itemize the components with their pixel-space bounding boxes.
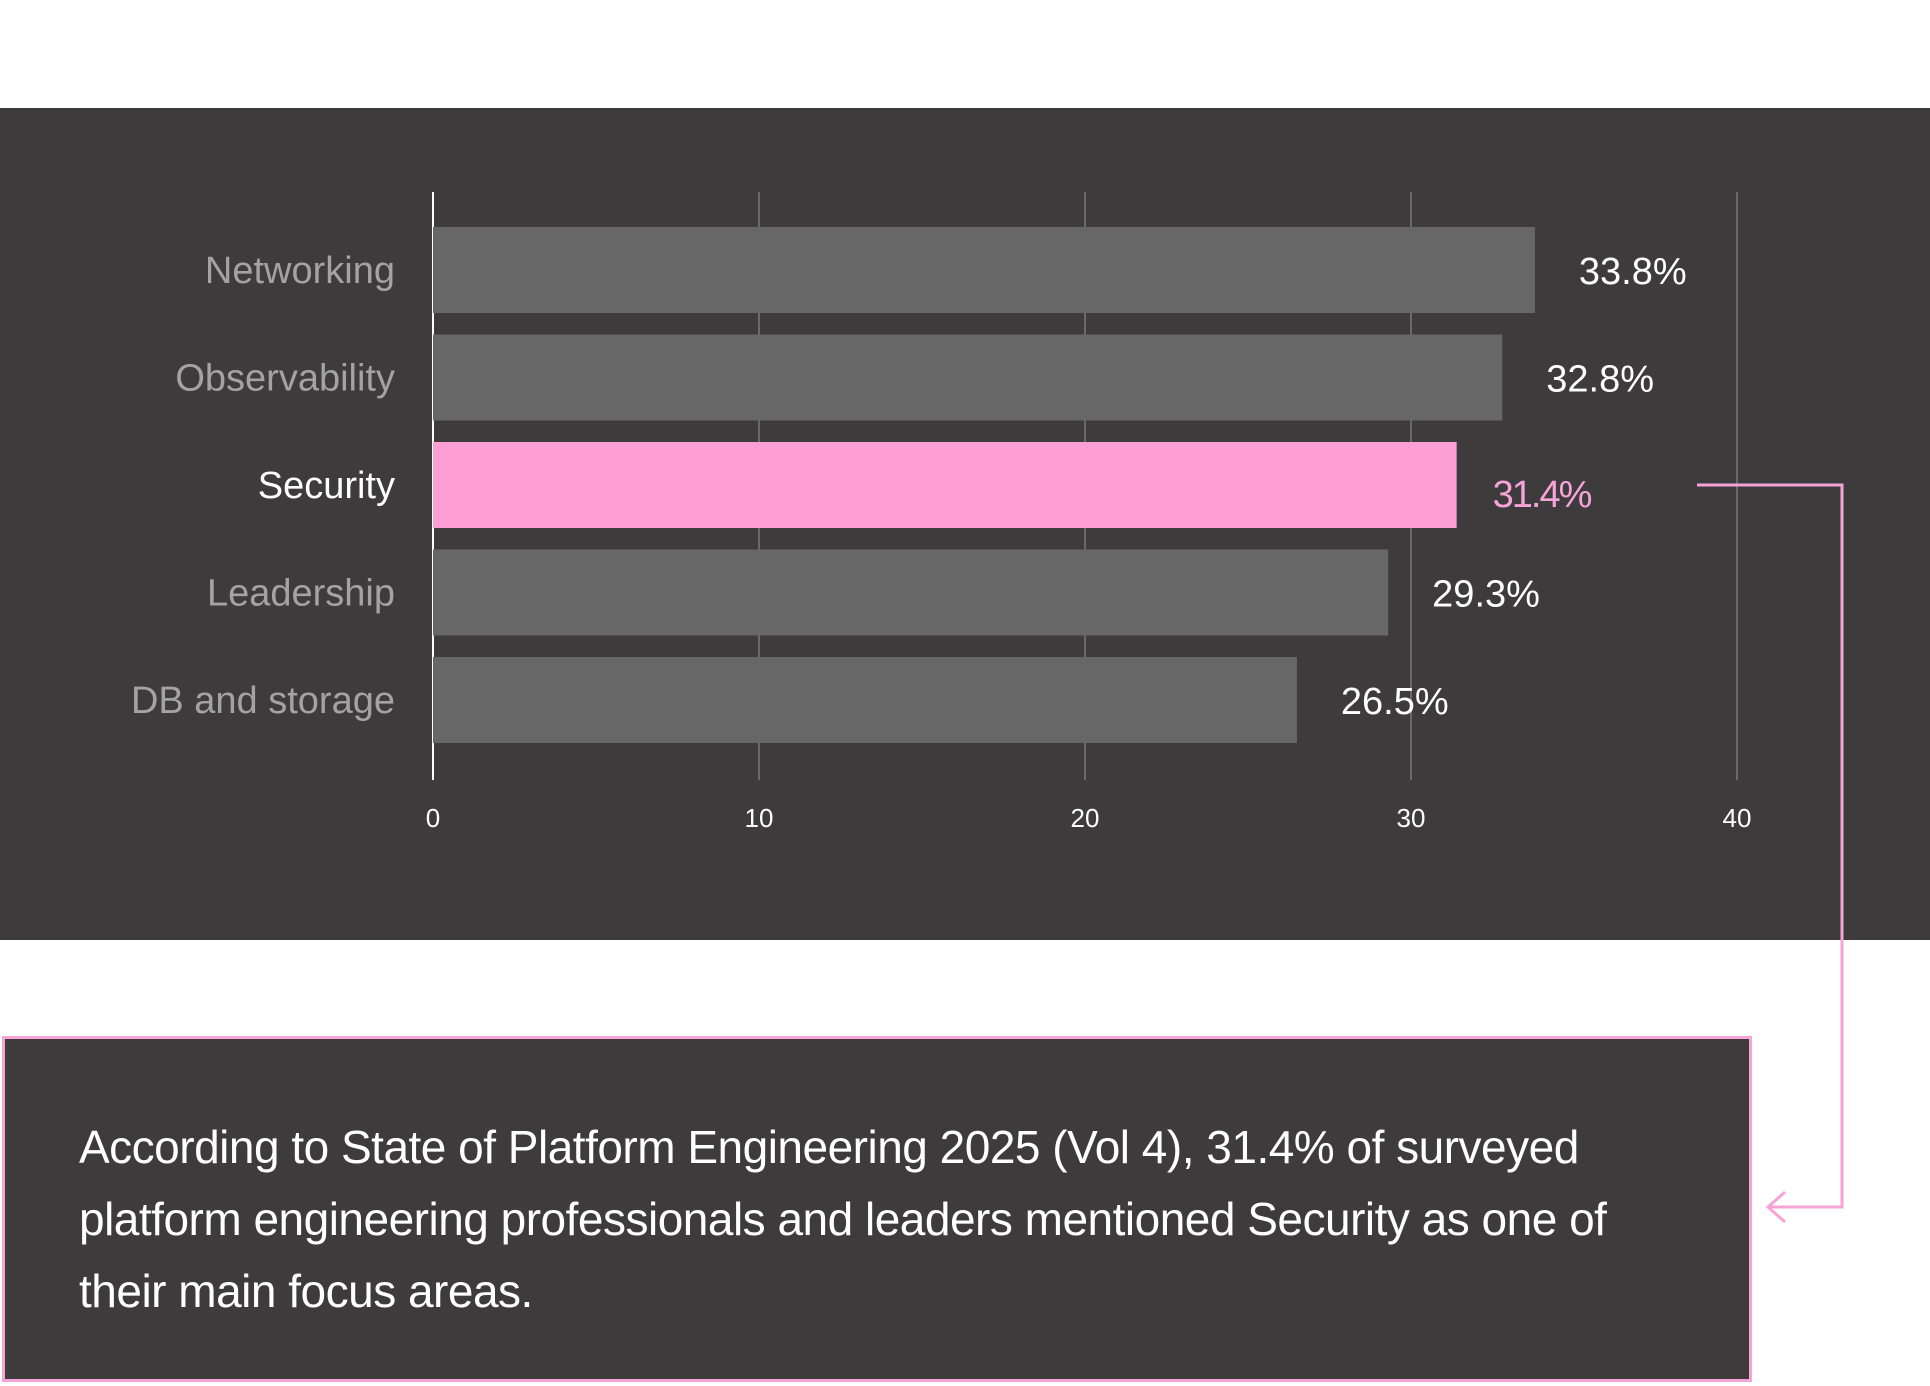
value-label-networking: 33.8% (1579, 251, 1687, 293)
x-tick-label-40: 40 (1723, 803, 1752, 833)
bar-observability (433, 334, 1503, 421)
value-label-leadership: 29.3% (1432, 574, 1540, 616)
callout-connector-line (1697, 483, 1844, 1209)
callout-connector (1697, 483, 1844, 1224)
category-labels: Networking Observability Security Leadershi… (131, 250, 395, 722)
value-label-security: 31.4% (1493, 474, 1592, 516)
bar-networking (433, 227, 1535, 313)
category-label-security: Security (258, 465, 395, 507)
x-tick-label-10: 10 (745, 803, 774, 833)
bars (433, 227, 1535, 743)
bar-leadership (433, 549, 1389, 636)
value-label-observability: 32.8% (1546, 359, 1654, 401)
bar-security (433, 442, 1457, 528)
x-tick-label-30: 30 (1397, 803, 1426, 833)
bar-db-and-storage (433, 657, 1297, 743)
callout-text: According to State of Platform Engineeri… (79, 1121, 1607, 1317)
x-tick-label-20: 20 (1071, 803, 1100, 833)
category-label-networking: Networking (205, 250, 395, 292)
arrow-left-icon (1765, 1190, 1786, 1224)
value-labels: 33.8% 32.8% 31.4% 29.3% 26.5% (1341, 251, 1687, 723)
x-axis-ticks: 0 10 20 30 40 (426, 803, 1752, 833)
callout-box: According to State of Platform Engineeri… (2, 1036, 1752, 1382)
category-label-observability: Observability (175, 358, 395, 400)
category-label-leadership: Leadership (207, 573, 395, 615)
x-tick-label-0: 0 (426, 803, 440, 833)
category-label-db-and-storage: DB and storage (131, 680, 395, 722)
value-label-db-and-storage: 26.5% (1341, 681, 1449, 723)
